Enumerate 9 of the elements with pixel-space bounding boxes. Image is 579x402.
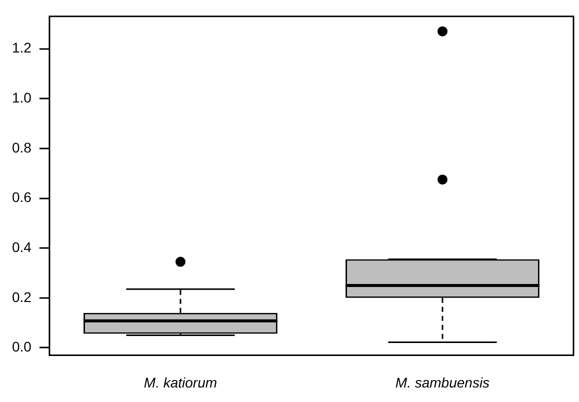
y-tick-label: 0.4 (12, 238, 32, 255)
x-tick-label: M. katiorum (144, 374, 218, 390)
y-tick-label: 1.2 (12, 40, 32, 56)
y-tick-label: 0.8 (12, 139, 32, 156)
y-tick-label: 1.0 (12, 89, 32, 106)
y-tick-label: 0.6 (12, 189, 32, 206)
x-tick-label: M. sambuensis (395, 374, 490, 390)
y-tick-label: 0.2 (12, 288, 32, 305)
y-tick-label: 0.0 (12, 338, 32, 355)
